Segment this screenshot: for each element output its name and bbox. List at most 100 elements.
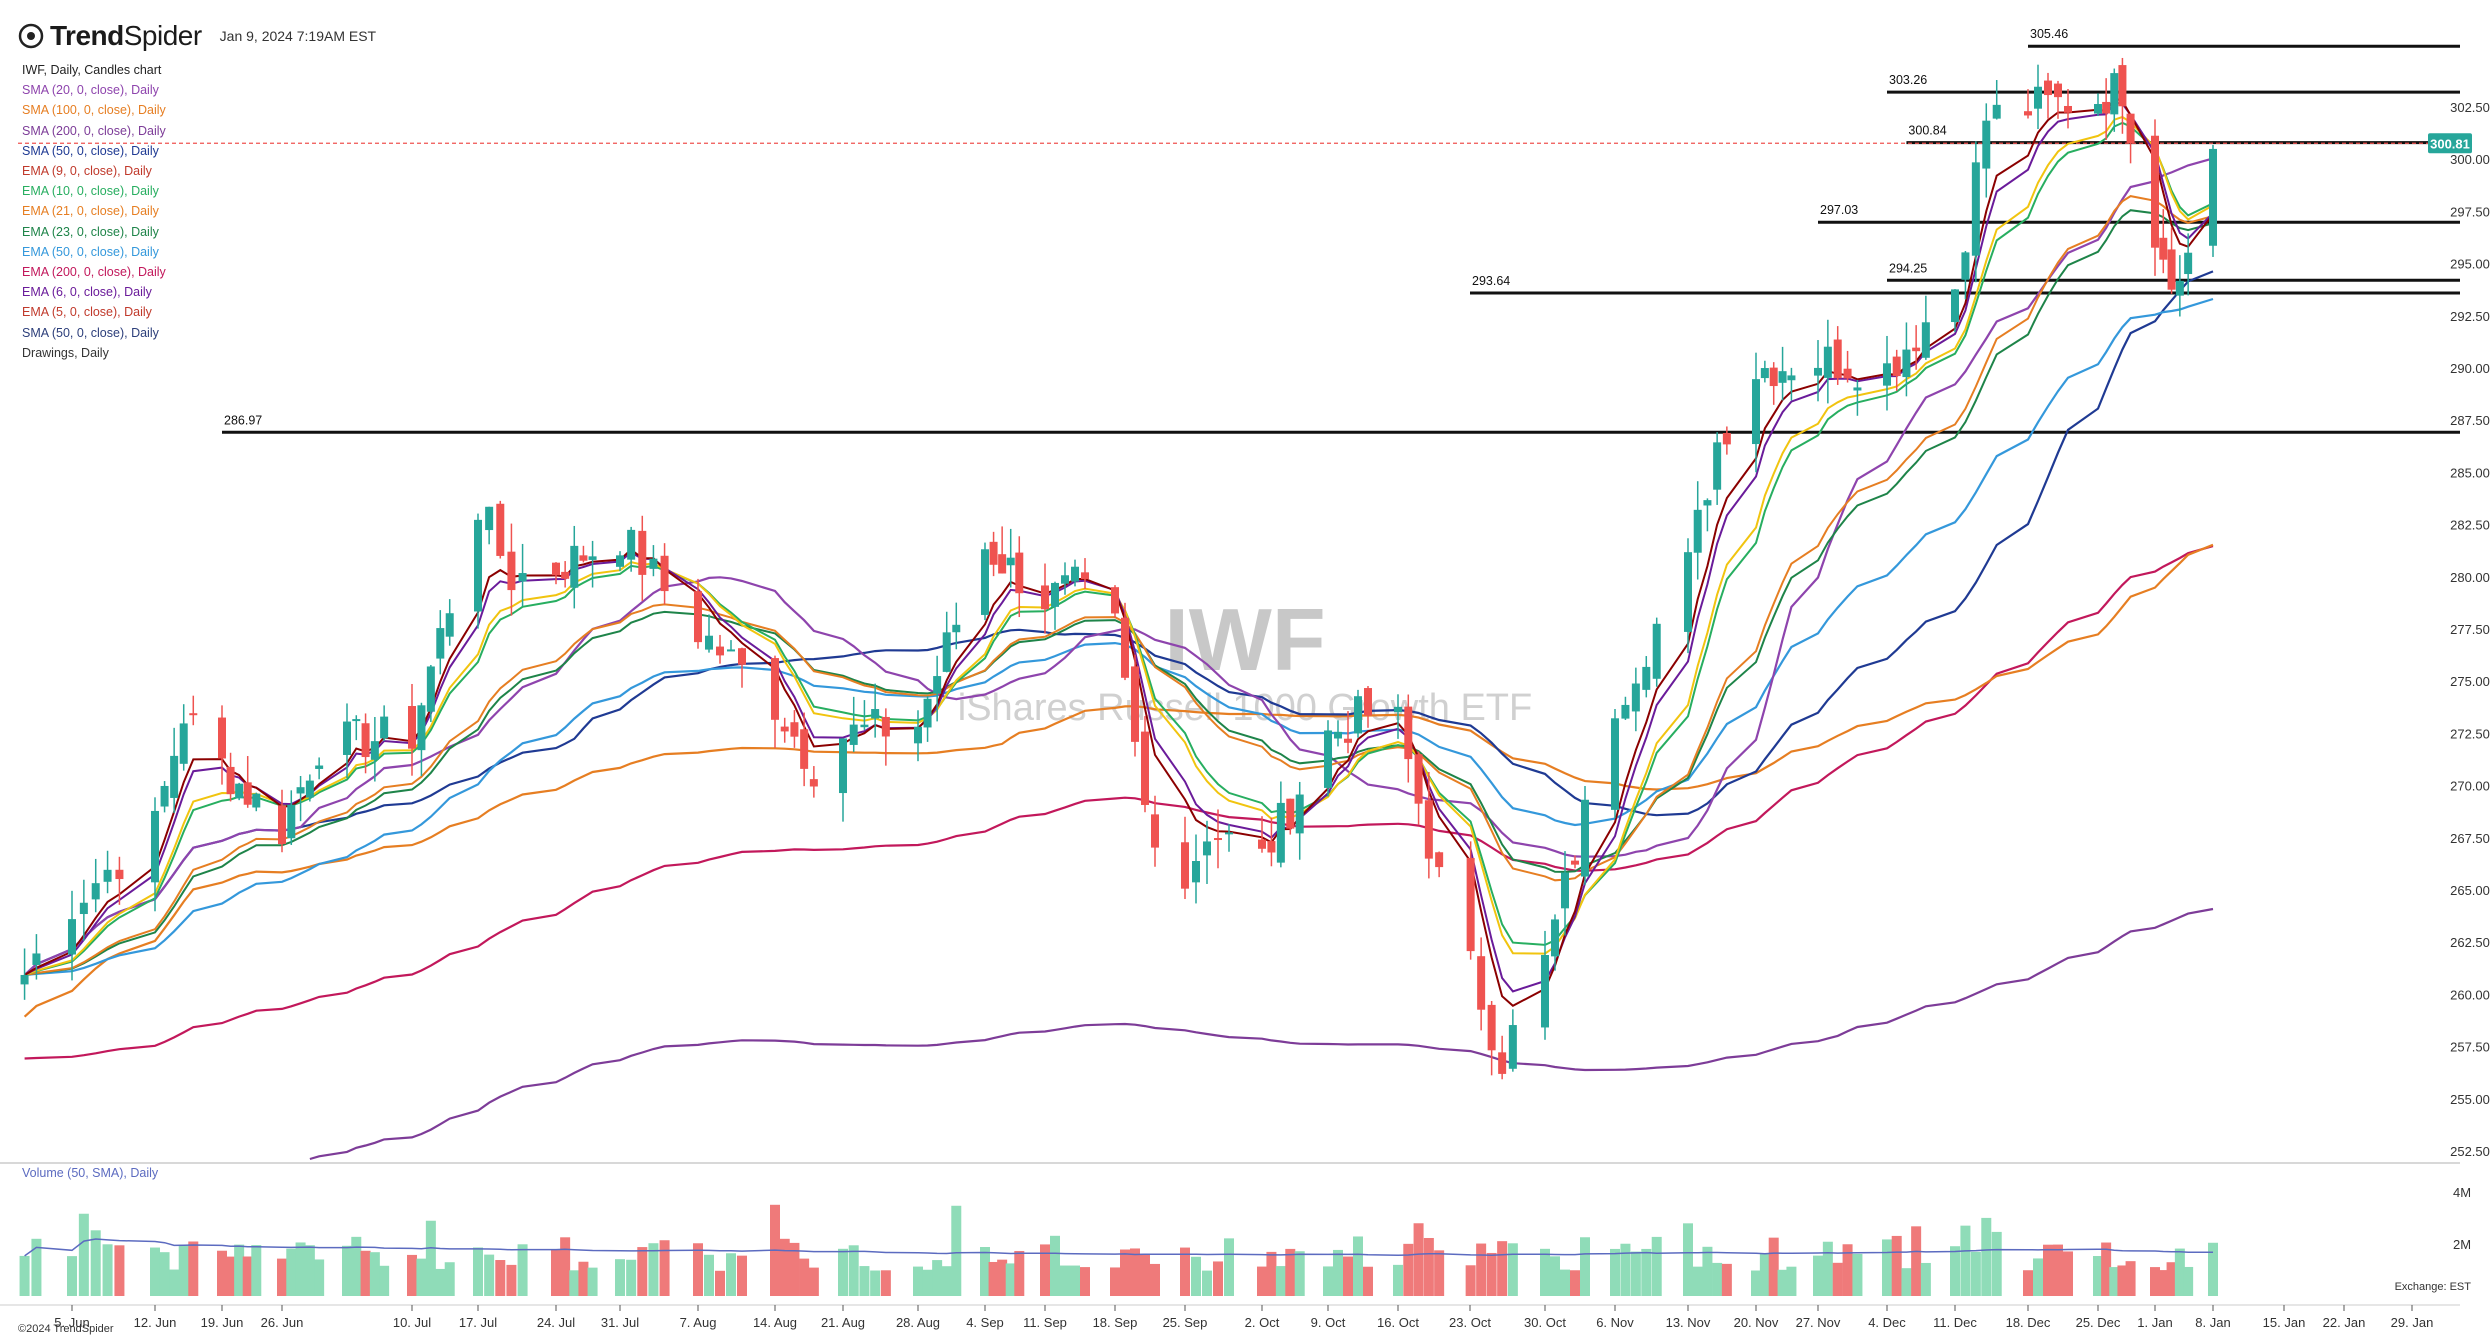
brand-bold: Trend [50,20,124,51]
candle-body [1752,379,1760,445]
ema-6-line [24,101,2214,993]
volume-bar [1323,1266,1333,1296]
candle-body [1508,1025,1517,1069]
volume-bar [1901,1268,1912,1296]
ema-200-line [24,545,2214,1060]
y-tick-label: 300.00 [2450,152,2490,167]
legend-item[interactable]: EMA (200, 0, close), Daily [22,265,166,280]
volume-bar [188,1241,199,1296]
legend-item[interactable]: Drawings, Daily [22,345,109,360]
x-tick-label: 11. Sep [1023,1315,1067,1330]
volume-bar [1120,1249,1130,1296]
candle-body [1498,1052,1507,1074]
volume-bar [2125,1261,2136,1296]
candle-body [1334,731,1342,739]
candle-body [1561,872,1569,909]
y-tick-label: 257.50 [2450,1040,2490,1055]
x-tick-label: 20. Nov [1734,1315,1779,1330]
candle-body [1225,832,1233,835]
candle-body [1041,585,1049,610]
volume-bar [779,1238,790,1296]
candle-body [2054,83,2062,98]
volume-bar [726,1253,736,1296]
legend-item[interactable]: EMA (10, 0, close), Daily [22,184,159,199]
volume-indicator-label[interactable]: Volume (50, SMA), Daily [22,1166,159,1180]
volume-bar [295,1242,306,1296]
x-tick-label: 25. Sep [1163,1315,1208,1330]
candle-body [2209,148,2217,246]
candle-body [2110,73,2119,115]
legend-item[interactable]: EMA (23, 0, close), Daily [22,224,159,239]
last-price-badge [2428,133,2472,154]
legend-item[interactable]: SMA (200, 0, close), Daily [22,123,166,138]
x-tick-label: 10. Jul [393,1315,431,1330]
volume-bar [1786,1266,1797,1296]
candle-body [1141,731,1149,805]
candle-body [727,649,735,652]
volume-bar [951,1205,962,1296]
volume-bar [444,1262,455,1296]
candle-body [1295,794,1304,834]
y-tick-label: 297.50 [2450,204,2490,219]
copyright: ©2024 TrendSpider [18,1323,114,1335]
volume-bar [435,1268,446,1296]
candle-body [1404,706,1413,760]
volume-bar [2101,1242,2112,1296]
x-tick-label: 31. Jul [601,1315,639,1330]
volume-bar [1343,1256,1353,1296]
legend-item[interactable]: EMA (50, 0, close), Daily [22,244,159,259]
legend-item[interactable]: SMA (50, 0, close), Daily [22,143,159,158]
volume-bar [1832,1262,1843,1296]
candle-body [1883,363,1891,386]
y-tick-label: 280.00 [2450,570,2490,585]
legend-item[interactable]: SMA (20, 0, close), Daily [22,83,159,98]
volume-bar [1842,1244,1853,1296]
volume-bar [1641,1248,1652,1296]
candle-body [189,713,198,716]
volume-bar [90,1230,101,1296]
candle-body [1652,623,1661,679]
volume-bar [587,1267,598,1296]
volume-bar [19,1255,30,1296]
volume-bar [67,1256,77,1296]
legend-item[interactable]: EMA (6, 0, close), Daily [22,285,152,300]
price-level-label: 294.25 [1889,261,1927,275]
volume-bar [379,1265,390,1296]
legend-item[interactable]: SMA (50, 0, close), Daily [22,325,159,340]
legend-item[interactable]: EMA (21, 0, close), Daily [22,204,159,219]
x-tick-label: 21. Aug [821,1315,865,1330]
volume-bar [1110,1267,1120,1296]
candle-body [771,658,779,720]
candle-body [1631,683,1640,712]
volume-bar [225,1256,236,1296]
candle-body [1693,509,1702,553]
candle-body [780,726,789,732]
candle-body [352,719,361,722]
candle-body [1424,800,1433,859]
candle-body [1992,104,2001,119]
volume-bar [1353,1236,1363,1296]
volume-bar [416,1258,427,1296]
legend-title[interactable]: IWF, Daily, Candles chart [22,63,162,77]
candle-body [1982,120,1991,169]
candle-body [1477,956,1486,1010]
volume-bar [1813,1255,1823,1296]
y-tick-label: 295.00 [2450,257,2490,272]
x-tick-label: 22. Jan [2323,1315,2366,1330]
candle-body [485,506,494,531]
legend-item[interactable]: EMA (5, 0, close), Daily [22,305,152,320]
y-tick-label: 285.00 [2450,465,2490,480]
volume-bar [808,1267,819,1296]
candle-body [2064,105,2072,113]
candle-body [474,519,482,612]
candle-body [2167,249,2176,290]
legend-item[interactable]: EMA (9, 0, close), Daily [22,164,152,179]
candle-body [1642,666,1651,690]
x-tick-label: 26. Jun [261,1315,304,1330]
candle-body [1276,802,1285,863]
volume-bar [102,1244,113,1296]
volume-bar [1507,1243,1518,1296]
legend-item[interactable]: SMA (100, 0, close), Daily [22,103,166,118]
volume-bar [1950,1246,1960,1296]
